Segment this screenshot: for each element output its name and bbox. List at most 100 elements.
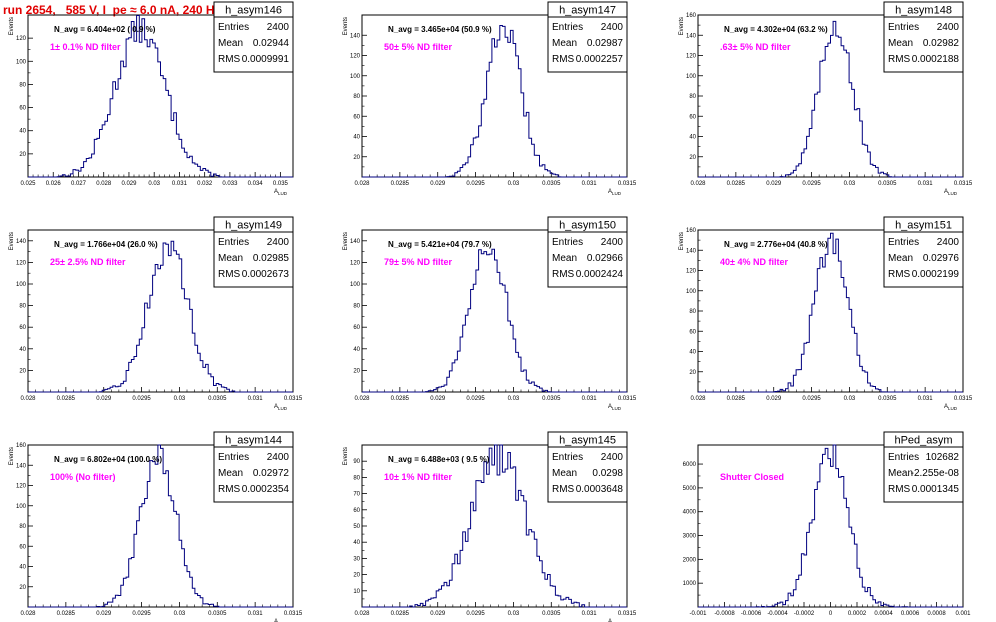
x-tick-label: 0.0295: [466, 611, 485, 617]
y-tick-label: 160: [686, 13, 697, 19]
histogram-line: [28, 240, 293, 393]
x-tick-label: 0.0285: [727, 396, 746, 402]
x-tick-label: 0.0305: [542, 396, 561, 402]
y-tick-label: 6000: [683, 462, 697, 468]
stats-value: 2400: [601, 22, 624, 33]
x-tick-label: 0.03: [508, 611, 520, 617]
x-tick-label: 0.03: [844, 181, 856, 187]
x-tick-label: 0.0295: [466, 396, 485, 402]
filter-label: 25± 2.5% ND filter: [50, 257, 126, 267]
y-tick-label: 20: [689, 155, 696, 161]
x-tick-label: 0.0002: [848, 611, 867, 617]
stats-box: [213, 1, 294, 73]
y-tick-label: 160: [686, 228, 697, 234]
stats-key: Mean: [218, 468, 243, 479]
x-tick-label: 0.029: [430, 181, 446, 187]
histogram-panel-h_asym150: 0.028 0.0285 0.029 0.0295 0.03 0.0305 0.031 0.0…: [343, 216, 637, 411]
x-tick-label: -0.0006: [741, 611, 762, 617]
x-tick-label: 0.0295: [802, 181, 821, 187]
y-tick-label: 140: [686, 33, 697, 39]
y-tick-label: 100: [350, 282, 361, 288]
x-tick-label: 0.0285: [391, 181, 410, 187]
stats-value: 2400: [937, 237, 960, 248]
x-tick-label: 0.0315: [284, 611, 303, 617]
x-tick-label: 0.031: [248, 396, 264, 402]
stats-value: 0.0002257: [576, 54, 624, 65]
y-tick-label: 120: [350, 54, 361, 60]
x-tick-label: 0.025: [20, 181, 36, 187]
stats-value: 2400: [267, 22, 290, 33]
x-tick-label: 0.034: [248, 181, 264, 187]
y-tick-label: 40: [19, 565, 26, 571]
y-tick-label: 30: [353, 556, 360, 562]
y-tick-label: 100: [16, 59, 27, 65]
y-tick-label: 80: [353, 94, 360, 100]
x-axis-title: ALUD: [608, 189, 622, 196]
plot-frame: [27, 229, 294, 393]
histogram-panel-h_asym148: 0.028 0.0285 0.029 0.0295 0.03 0.0305 0.031 0.0…: [679, 1, 973, 196]
x-tick-label: 0.03: [148, 181, 160, 187]
y-tick-label: 160: [16, 443, 27, 449]
filter-label: 79± 5% ND filter: [384, 257, 452, 267]
x-tick-label: 0.0315: [618, 396, 637, 402]
stats-value: 0.02982: [923, 38, 960, 49]
stats-value: 102682: [926, 452, 960, 463]
stats-key: Mean: [888, 253, 913, 264]
x-tick-label: 0.0305: [542, 181, 561, 187]
stats-key: Mean: [888, 468, 913, 479]
y-tick-label: 40: [19, 347, 26, 353]
histogram-line: [362, 444, 627, 608]
x-tick-label: 0.03: [508, 181, 520, 187]
stats-value: 0.0009991: [242, 54, 290, 65]
n-avg-label: N_avg = 6.802e+04 (100.0 %): [54, 455, 162, 464]
y-axis-title: Events: [9, 447, 15, 465]
x-tick-label: 0.029: [766, 181, 782, 187]
x-tick-label: 0.0305: [878, 396, 897, 402]
x-tick-label: 0.03: [844, 396, 856, 402]
stats-title: hPed_asym: [894, 435, 952, 447]
stats-value: 2400: [267, 237, 290, 248]
y-tick-label: 60: [353, 508, 360, 514]
x-tick-label: 0.03: [174, 611, 186, 617]
y-tick-label: 60: [19, 544, 26, 550]
y-tick-label: 80: [353, 475, 360, 481]
stats-title: h_asym145: [559, 435, 616, 447]
stats-title: h_asym144: [225, 435, 282, 447]
y-tick-label: 140: [686, 248, 697, 254]
stats-box: [213, 216, 294, 288]
x-tick-label: 0.0315: [284, 396, 303, 402]
y-axis-title: Events: [343, 232, 349, 250]
stats-box: [547, 216, 628, 288]
y-tick-label: 20: [353, 155, 360, 161]
x-tick-label: 0.031: [248, 611, 264, 617]
y-tick-label: 20: [19, 585, 26, 591]
histogram-panel-h_asym144: 0.028 0.0285 0.029 0.0295 0.03 0.0305 0.031 0.0…: [9, 431, 303, 622]
filter-label: 1± 0.1% ND filter: [50, 42, 121, 52]
y-tick-label: 80: [689, 309, 696, 315]
n-avg-label: N_avg = 3.465e+04 (50.9 %): [388, 25, 492, 34]
stats-value: 0.0002424: [576, 269, 624, 280]
y-tick-label: 140: [16, 239, 27, 245]
stats-title: h_asym149: [225, 220, 282, 232]
y-tick-label: 40: [353, 540, 360, 546]
stats-title: h_asym147: [559, 5, 616, 17]
stats-key: RMS: [552, 269, 575, 280]
x-tick-label: 0.0285: [391, 611, 410, 617]
x-tick-label: 0.0315: [954, 181, 973, 187]
y-tick-label: 120: [350, 260, 361, 266]
x-axis-title: ALUD: [944, 189, 958, 196]
stats-key: Mean: [218, 253, 243, 264]
y-tick-label: 40: [353, 347, 360, 353]
y-tick-label: 60: [353, 325, 360, 331]
histogram-line: [362, 25, 627, 178]
stats-key: Entries: [888, 237, 919, 248]
y-tick-label: 80: [19, 524, 26, 530]
n-avg-label: N_avg = 2.776e+04 (40.8 %): [724, 240, 828, 249]
stats-value: 0.0002673: [242, 269, 290, 280]
y-tick-label: 140: [350, 33, 361, 39]
x-tick-label: 0.029: [121, 181, 137, 187]
stats-key: Entries: [218, 237, 249, 248]
stats-key: Entries: [888, 452, 919, 463]
n-avg-label: N_avg = 6.404e+02 ( 0.9 %): [54, 25, 156, 34]
y-tick-label: 20: [353, 573, 360, 579]
